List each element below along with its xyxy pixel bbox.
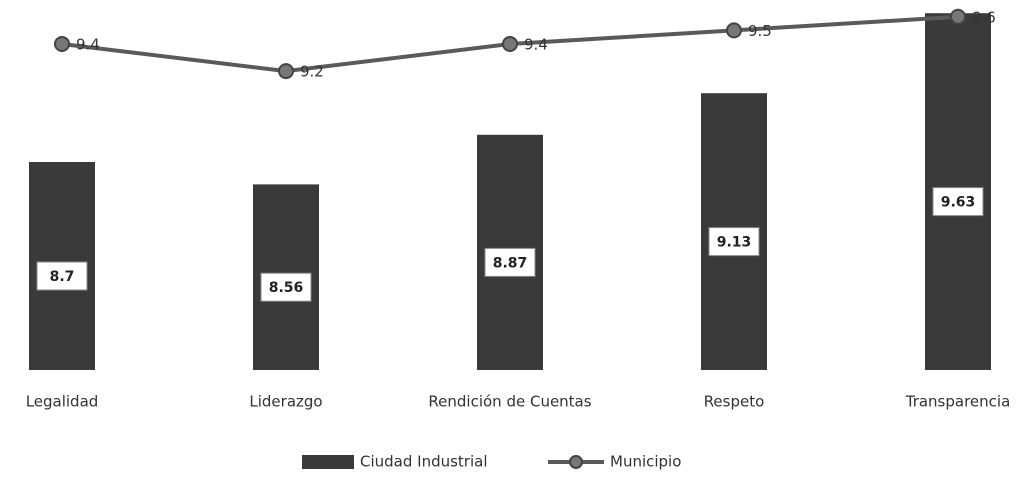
data-label: 8.7: [50, 269, 75, 285]
x-tick-label: Rendición de Cuentas: [428, 393, 591, 411]
data-label: 9.4: [524, 35, 548, 53]
legend-swatch: [569, 455, 583, 469]
x-tick-label: Transparencia: [905, 393, 1011, 411]
legend-label: Ciudad Industrial: [360, 453, 488, 471]
x-tick-label: Respeto: [704, 393, 765, 411]
data-label: 8.56: [269, 280, 304, 296]
data-label-box: [260, 272, 312, 302]
line-marker: [502, 35, 518, 52]
data-label: 9.2: [300, 63, 324, 81]
line-marker: [278, 63, 294, 80]
line-marker: [54, 35, 70, 52]
data-label: 8.87: [493, 255, 528, 271]
data-label: 9.4: [76, 35, 100, 53]
data-label-box: [708, 227, 760, 257]
data-label-box: [484, 247, 536, 277]
data-label: 9.13: [717, 235, 752, 251]
line-marker: [950, 8, 966, 25]
data-label-box: [36, 261, 88, 291]
legend-label: Municipio: [610, 453, 681, 471]
legend-swatch: [302, 455, 354, 469]
data-label-box: [932, 187, 984, 217]
line-marker: [726, 22, 742, 39]
data-label: 9.63: [941, 195, 976, 211]
data-label: 9.5: [748, 22, 772, 40]
data-label: 9.6: [972, 8, 996, 26]
x-tick-label: Liderazgo: [249, 393, 322, 411]
x-tick-label: Legalidad: [26, 393, 99, 411]
